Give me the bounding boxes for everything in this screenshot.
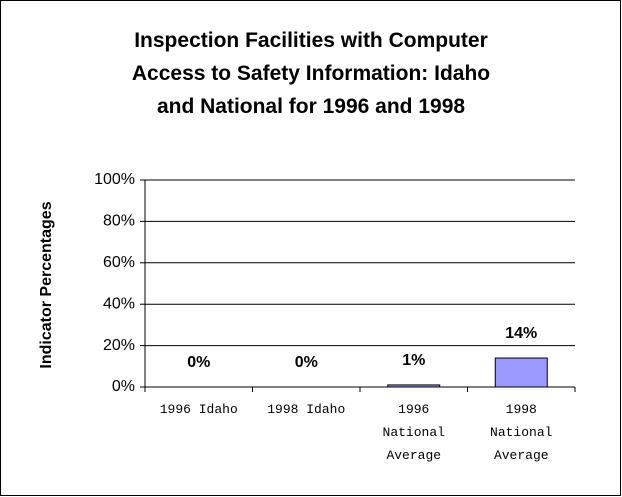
y-tick-label: 40% [103, 295, 135, 312]
data-label: 0% [295, 354, 318, 371]
x-tick-label: 1996 Idaho [159, 402, 238, 417]
y-tick-label: 100% [94, 171, 135, 188]
y-tick-label: 20% [103, 337, 135, 354]
x-tick-label: 1996 National Average [382, 402, 445, 463]
y-tick-label: 80% [103, 213, 135, 230]
data-label: 14% [505, 325, 537, 342]
chart-title: Inspection Facilities with Computer Acce… [131, 29, 491, 118]
bar [494, 357, 548, 388]
x-tick-label: 1998 Idaho [267, 402, 346, 417]
data-label: 0% [187, 354, 210, 371]
y-axis-label: Indicator Percentages [38, 201, 55, 368]
x-tick-label: 1998 National Average [490, 402, 553, 463]
y-tick-label: 0% [112, 378, 135, 395]
y-tick-label: 60% [103, 254, 135, 271]
data-label: 1% [402, 352, 425, 369]
